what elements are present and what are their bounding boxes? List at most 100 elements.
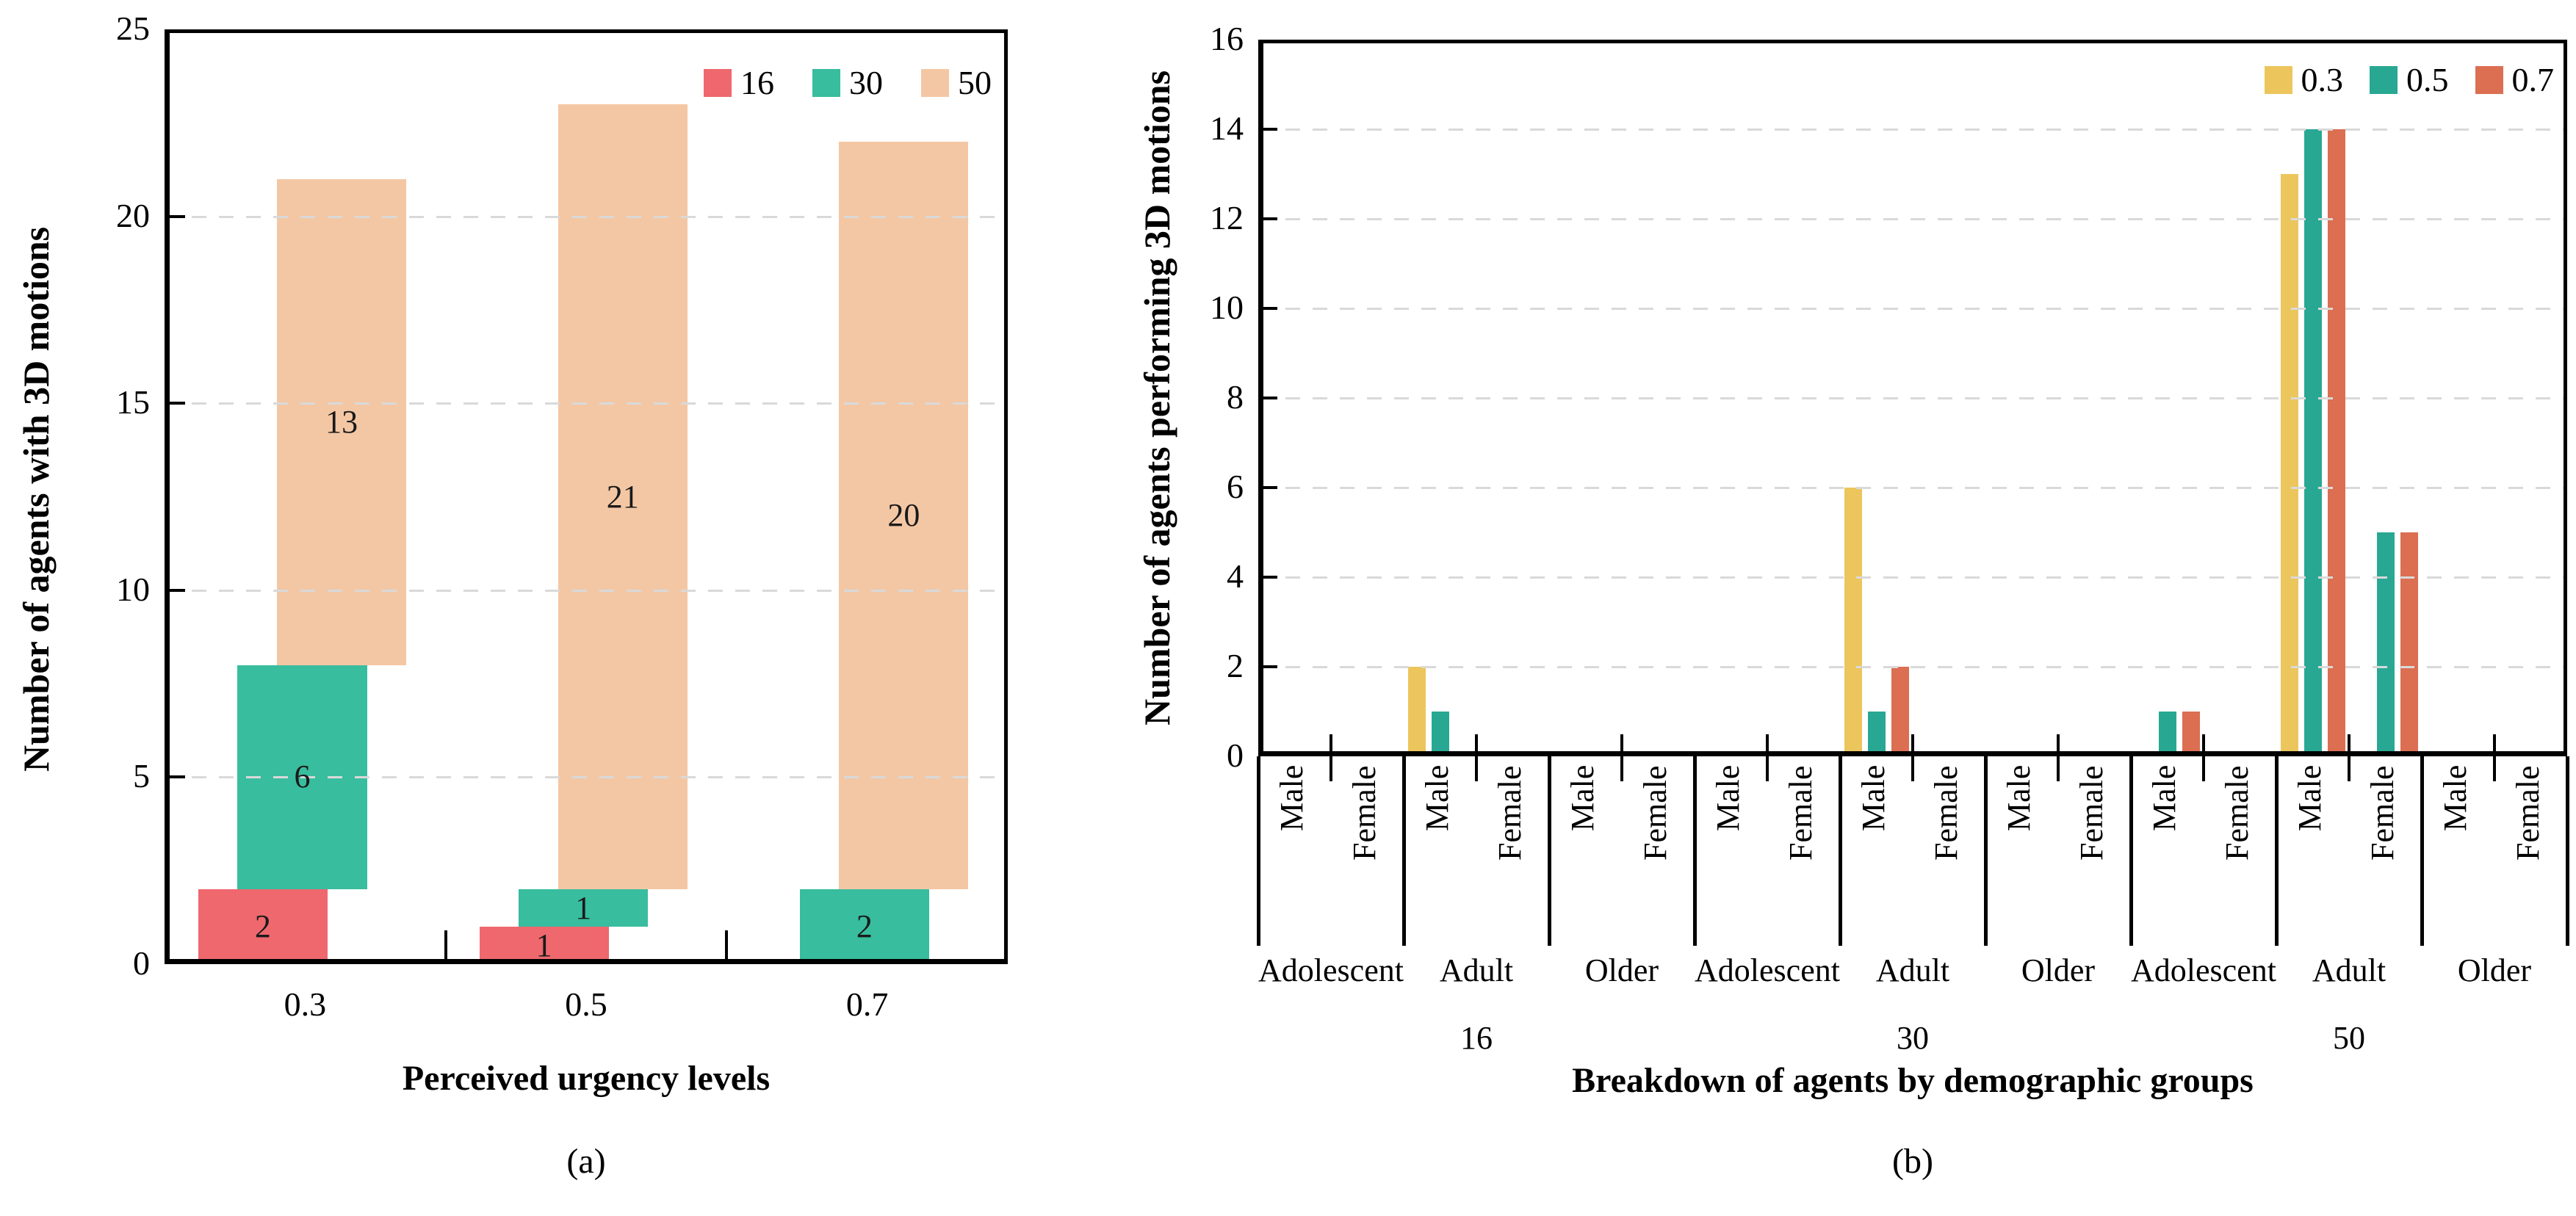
count-group-label-50: 50 xyxy=(2333,1020,2365,1056)
y-tick-b-10 xyxy=(1258,307,1277,310)
age-group-label-adolescent: Adolescent xyxy=(2131,952,2276,988)
bar-b-0.7-50-Adult-Female xyxy=(2400,532,2418,756)
gridline-b-12 xyxy=(1258,218,2567,220)
y-tick-b-14 xyxy=(1258,128,1277,131)
count-group-label-30: 30 xyxy=(1897,1020,1929,1056)
gender-label-female: Female xyxy=(2364,765,2400,861)
gender-divider-tick-b xyxy=(1911,734,1914,781)
bar-b-0.3-16-Adult-Male xyxy=(1407,667,1426,756)
y-tick-label-b: 10 xyxy=(1210,289,1244,326)
gender-divider-tick-b xyxy=(2348,734,2350,781)
bar-label-a-50-0.5: 21 xyxy=(606,478,639,515)
gender-label-female: Female xyxy=(1491,765,1528,861)
gender-label-male: Male xyxy=(2146,765,2182,832)
gender-label-male: Male xyxy=(1709,765,1746,832)
legend-b: 0.3 0.5 0.7 xyxy=(2264,61,2554,98)
gender-divider-tick-b xyxy=(1620,734,1623,781)
age-group-label-older: Older xyxy=(1584,952,1659,988)
gender-divider-tick-b xyxy=(2493,734,2496,781)
bar-b-0.3-50-Adult-Male xyxy=(2280,174,2298,756)
legend-item-a-50: 50 xyxy=(921,66,992,100)
legend-swatch-icon xyxy=(704,69,732,97)
legend-swatch-icon xyxy=(2370,66,2398,94)
category-separator-b xyxy=(1839,756,1842,946)
y-tick-b-2 xyxy=(1258,665,1277,668)
gridline-a-5 xyxy=(165,776,1008,779)
age-group-label-adolescent: Adolescent xyxy=(1258,952,1404,988)
gridline-b-2 xyxy=(1258,666,2567,668)
y-tick-a-5 xyxy=(165,775,185,779)
bar-a-16-0.5 xyxy=(479,927,609,964)
bar-b-0.7-50-Adult-Male xyxy=(2327,129,2345,756)
y-tick-a-15 xyxy=(165,402,185,405)
x-axis-title-a: Perceived urgency levels xyxy=(402,1059,771,1098)
x-category-label-a: 0.7 xyxy=(845,985,889,1023)
category-separator-b xyxy=(1257,756,1260,946)
legend-swatch-icon xyxy=(2475,66,2503,94)
age-group-label-adult: Adult xyxy=(1875,952,1950,988)
gridline-a-20 xyxy=(165,215,1008,218)
y-tick-label-a: 0 xyxy=(133,944,150,982)
legend-label: 16 xyxy=(740,64,774,101)
category-separator-b xyxy=(2275,756,2279,946)
legend-swatch-icon xyxy=(2264,66,2292,94)
gender-divider-tick-b xyxy=(1330,734,1332,781)
gender-label-female: Female xyxy=(1927,765,1964,861)
legend-a: 16 30 50 xyxy=(704,66,992,100)
bar-label-a-16-0.3: 2 xyxy=(254,908,271,945)
category-separator-b xyxy=(2129,756,2133,946)
y-tick-a-10 xyxy=(165,588,185,592)
y-tick-label-b: 16 xyxy=(1210,20,1244,57)
y-tick-label-b: 6 xyxy=(1227,468,1244,505)
gender-divider-tick-b xyxy=(1766,734,1769,781)
bar-b-0.7-30-Adult-Male xyxy=(1891,667,1909,756)
bar-b-0.5-50-Adult-Male xyxy=(2303,129,2322,756)
bar-label-a-16-0.5: 1 xyxy=(535,927,552,963)
gender-label-male: Male xyxy=(1418,765,1455,832)
legend-label: 50 xyxy=(958,64,992,101)
gridline-a-10 xyxy=(165,589,1008,592)
y-tick-b-12 xyxy=(1258,217,1277,220)
category-separator-b xyxy=(2566,756,2569,946)
x-category-label-a: 0.3 xyxy=(284,985,327,1023)
bar-label-a-50-0.3: 13 xyxy=(325,403,358,440)
count-group-label-16: 16 xyxy=(1460,1020,1493,1056)
y-tick-label-b: 0 xyxy=(1227,737,1244,774)
legend-item-a-30: 30 xyxy=(812,66,883,100)
gender-divider-tick-b xyxy=(1475,734,1478,781)
y-tick-label-b: 12 xyxy=(1210,199,1244,236)
legend-swatch-icon xyxy=(921,69,949,97)
bar-a-30-0.7 xyxy=(799,889,929,964)
gender-divider-tick-b xyxy=(2057,734,2060,781)
gridline-b-10 xyxy=(1258,308,2567,310)
legend-item-b-0.7: 0.7 xyxy=(2475,63,2554,97)
bar-a-16-0.3 xyxy=(198,889,328,964)
gender-label-male: Male xyxy=(1564,765,1601,832)
y-tick-label-b: 4 xyxy=(1227,557,1244,595)
bar-b-0.5-16-Adult-Male xyxy=(1431,712,1449,756)
bar-a-50-0.5 xyxy=(558,104,688,890)
gridline-b-4 xyxy=(1258,576,2567,579)
x-tick-a xyxy=(444,930,447,964)
y-tick-label-a: 15 xyxy=(116,383,150,421)
legend-label: 0.5 xyxy=(2406,61,2449,98)
caption-a: (a) xyxy=(566,1142,606,1181)
y-tick-label-a: 20 xyxy=(116,196,150,234)
y-tick-a-20 xyxy=(165,214,185,218)
x-category-label-a: 0.5 xyxy=(565,985,607,1023)
bar-b-0.5-50-Adult-Female xyxy=(2376,532,2395,756)
bar-b-0.5-30-Adult-Male xyxy=(1867,712,1886,756)
gender-label-male: Male xyxy=(2000,765,2037,832)
bar-a-30-0.5 xyxy=(519,889,649,927)
bar-label-a-30-0.7: 2 xyxy=(856,908,873,945)
gridline-b-8 xyxy=(1258,397,2567,399)
y-tick-label-a: 5 xyxy=(133,757,150,795)
category-separator-b xyxy=(1402,756,1406,946)
y-tick-label-a: 10 xyxy=(116,570,150,608)
category-separator-b xyxy=(1693,756,1697,946)
gridline-b-14 xyxy=(1258,129,2567,131)
x-axis-title-b: Breakdown of agents by demographic group… xyxy=(1572,1061,2254,1100)
bar-b-0.5-50-Adolescent-Male xyxy=(2158,712,2176,756)
legend-label: 30 xyxy=(849,64,883,101)
